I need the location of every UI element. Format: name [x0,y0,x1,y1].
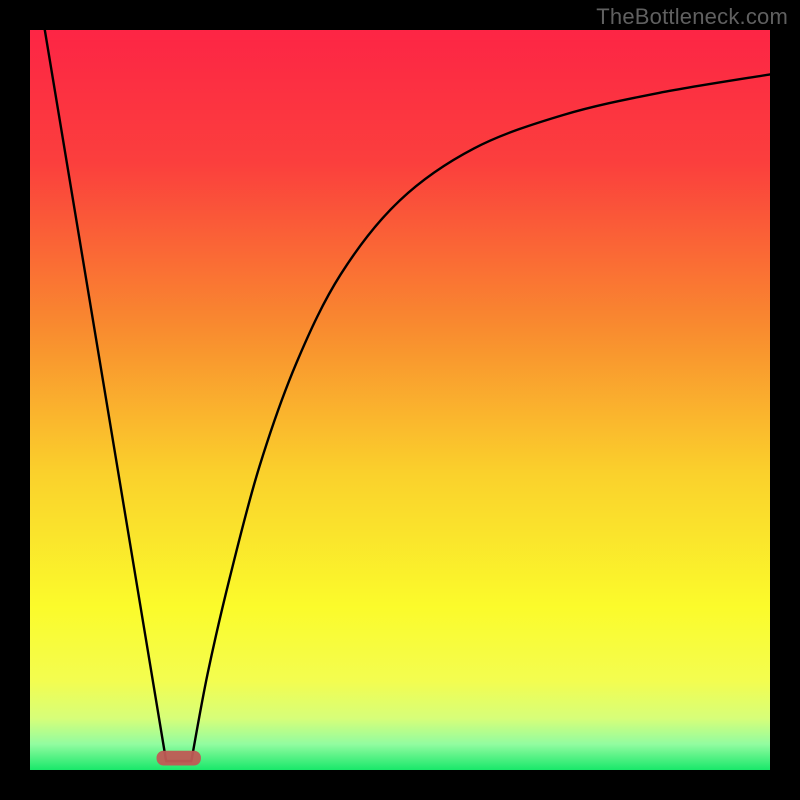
bottleneck-chart: TheBottleneck.com [0,0,800,800]
watermark-text: TheBottleneck.com [596,4,788,30]
gradient-plot-area [30,30,770,770]
trough-marker [157,751,201,766]
chart-svg [0,0,800,800]
